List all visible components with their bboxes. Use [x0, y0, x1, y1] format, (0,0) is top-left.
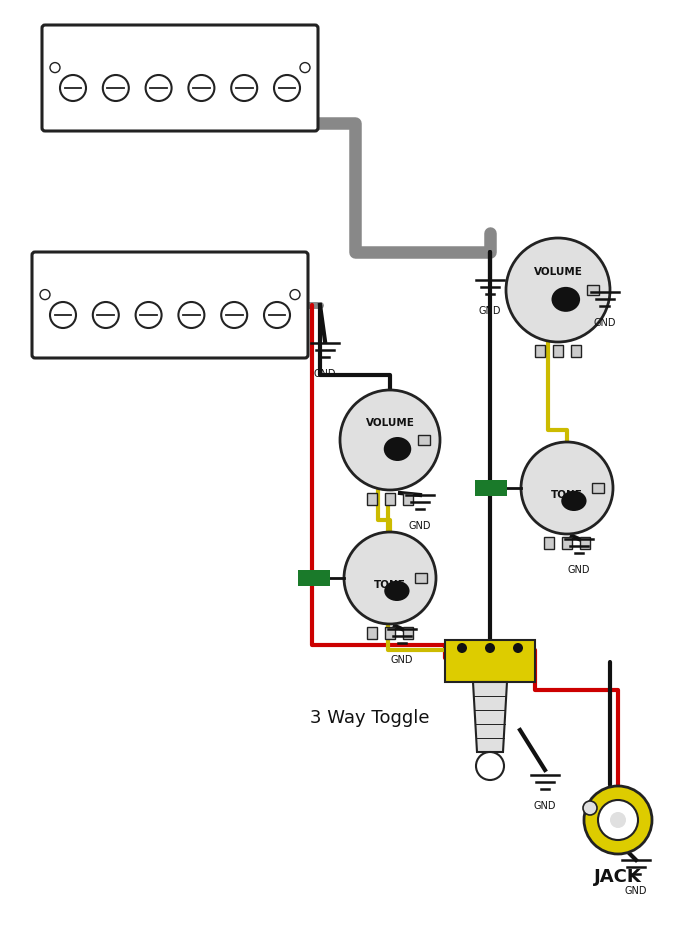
Circle shape — [344, 532, 436, 624]
FancyBboxPatch shape — [33, 277, 57, 333]
FancyBboxPatch shape — [42, 25, 318, 131]
Text: GND: GND — [391, 655, 413, 665]
Circle shape — [50, 302, 76, 328]
Bar — [298, 570, 330, 586]
Text: VOLUME: VOLUME — [533, 267, 582, 277]
Bar — [403, 627, 413, 639]
Bar — [571, 345, 581, 357]
FancyBboxPatch shape — [43, 50, 67, 106]
Circle shape — [221, 302, 247, 328]
Text: GND: GND — [409, 521, 431, 531]
Circle shape — [610, 812, 626, 828]
Bar — [403, 493, 413, 505]
Bar — [385, 627, 395, 639]
Bar — [367, 627, 377, 639]
Circle shape — [506, 238, 610, 342]
Bar — [544, 537, 554, 549]
Text: GND: GND — [479, 306, 501, 316]
Circle shape — [485, 643, 495, 653]
Text: 3 Way Toggle: 3 Way Toggle — [310, 709, 430, 727]
Circle shape — [521, 442, 613, 534]
Circle shape — [231, 75, 257, 101]
Text: VOLUME: VOLUME — [365, 418, 414, 428]
Text: GND: GND — [624, 886, 648, 896]
Text: TONE: TONE — [551, 490, 583, 500]
Text: GND: GND — [568, 565, 590, 575]
Bar — [385, 493, 395, 505]
Circle shape — [513, 643, 523, 653]
Circle shape — [290, 290, 300, 300]
Ellipse shape — [552, 287, 580, 312]
FancyBboxPatch shape — [32, 252, 308, 358]
FancyBboxPatch shape — [293, 50, 317, 106]
Circle shape — [50, 63, 60, 72]
Circle shape — [103, 75, 129, 101]
Circle shape — [300, 63, 310, 72]
Bar — [562, 537, 572, 549]
Circle shape — [584, 786, 652, 854]
Circle shape — [583, 801, 597, 815]
Circle shape — [274, 75, 300, 101]
Bar — [417, 435, 430, 445]
Ellipse shape — [561, 491, 587, 511]
Bar — [535, 345, 545, 357]
Circle shape — [146, 75, 172, 101]
Circle shape — [457, 643, 467, 653]
Bar — [553, 345, 563, 357]
Circle shape — [136, 302, 162, 328]
Circle shape — [476, 752, 504, 780]
Bar — [580, 537, 590, 549]
Circle shape — [264, 302, 290, 328]
Circle shape — [598, 800, 638, 840]
Ellipse shape — [384, 437, 412, 461]
Circle shape — [60, 75, 86, 101]
Ellipse shape — [384, 581, 409, 601]
Circle shape — [188, 75, 214, 101]
FancyBboxPatch shape — [283, 277, 307, 333]
Polygon shape — [473, 682, 507, 752]
Bar — [445, 640, 535, 682]
Bar — [475, 480, 507, 496]
Circle shape — [93, 302, 119, 328]
Circle shape — [340, 390, 440, 490]
Bar — [415, 573, 427, 583]
Bar — [367, 493, 377, 505]
Text: TONE: TONE — [374, 580, 406, 590]
Text: JACK: JACK — [594, 868, 642, 886]
Circle shape — [40, 290, 50, 300]
Bar — [587, 285, 598, 295]
Circle shape — [178, 302, 204, 328]
Text: GND: GND — [594, 318, 616, 328]
Text: GND: GND — [314, 369, 336, 379]
Text: GND: GND — [533, 801, 556, 811]
Bar — [592, 483, 604, 493]
